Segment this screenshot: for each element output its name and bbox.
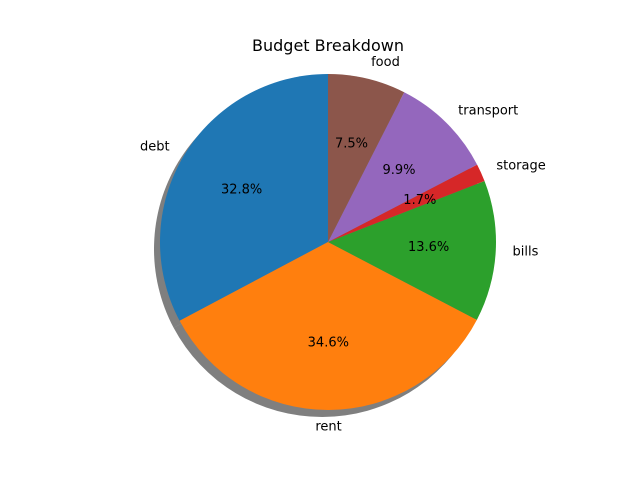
slice-percent-storage: 1.7% — [403, 193, 436, 208]
pie-slice-bills — [328, 180, 496, 320]
pie-label-group: debt 32.8% rent 34.6% bills 13.6% storage 1.7% t… — [140, 55, 546, 435]
slice-percent-food: 7.5% — [335, 136, 368, 151]
slice-percent-rent: 34.6% — [308, 335, 349, 350]
slice-label-storage: storage — [496, 158, 545, 173]
pie-slice-storage — [328, 164, 485, 242]
pie-slice-debt — [159, 74, 328, 321]
pie-slice-transport — [328, 92, 478, 242]
slice-percent-transport: 9.9% — [382, 163, 415, 178]
slice-label-bills: bills — [513, 245, 539, 260]
pie-slice-rent — [179, 242, 477, 410]
slice-label-food: food — [371, 55, 400, 70]
slice-percent-bills: 13.6% — [408, 240, 449, 255]
slice-label-rent: rent — [315, 419, 341, 434]
slice-percent-debt: 32.8% — [221, 183, 262, 198]
pie-slice-food — [328, 74, 405, 242]
slice-label-transport: transport — [458, 103, 518, 118]
slice-label-debt: debt — [140, 139, 170, 154]
pie-slice-group — [159, 74, 496, 410]
chart-title: Budget Breakdown — [252, 36, 404, 55]
